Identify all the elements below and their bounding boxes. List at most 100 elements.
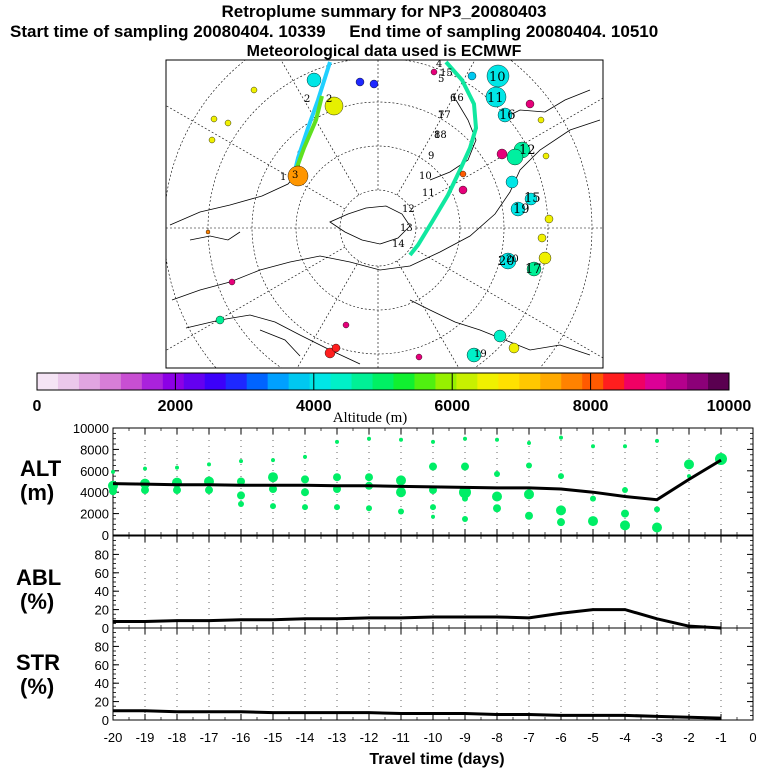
altitude-scatter-point bbox=[588, 516, 598, 527]
series-line bbox=[113, 709, 722, 720]
trajectory-segment bbox=[294, 95, 324, 171]
altitude-scatter-point bbox=[335, 439, 339, 444]
map-frame bbox=[165, 59, 604, 369]
trajectory-day-label: 13 bbox=[400, 223, 413, 234]
x-tick-label: -9 bbox=[459, 730, 471, 745]
colorbar-swatch bbox=[372, 373, 394, 390]
altitude-scatter-point bbox=[271, 458, 275, 463]
meridian-line bbox=[396, 60, 476, 196]
cluster-circle bbox=[525, 99, 535, 109]
altitude-scatter-point bbox=[621, 509, 629, 518]
trajectory-day-label: 1 bbox=[280, 172, 286, 183]
x-tick-label: -8 bbox=[491, 730, 503, 745]
colorbar-swatch bbox=[351, 373, 374, 390]
x-tick-label: -3 bbox=[651, 730, 663, 745]
y-tick-label: 8000 bbox=[80, 442, 109, 457]
colorbar-swatch bbox=[561, 373, 583, 390]
altitude-scatter-point bbox=[654, 506, 660, 513]
x-tick-label: -17 bbox=[200, 730, 219, 745]
cluster-label: 11 bbox=[487, 91, 504, 106]
colorbar-tick-label: 6000 bbox=[434, 398, 470, 415]
altitude-scatter-point bbox=[459, 486, 471, 499]
cluster-circle bbox=[497, 107, 513, 123]
meridian-line bbox=[410, 246, 603, 359]
altitude-scatter-point bbox=[495, 437, 499, 442]
colorbar-swatch bbox=[183, 373, 206, 390]
trajectory-day-label: 9 bbox=[428, 151, 434, 162]
altitude-scatter-point bbox=[141, 486, 149, 495]
colorbar-swatch bbox=[204, 373, 227, 390]
altitude-scatter-point bbox=[301, 488, 309, 497]
y-tick-label: 4000 bbox=[80, 485, 109, 500]
altitude-colorbar: 0 2000 4000 6000 8000 10000 bbox=[33, 372, 751, 415]
cluster-circle bbox=[306, 72, 322, 88]
cluster-circle bbox=[355, 77, 365, 87]
trajectory-day-label: 10 bbox=[419, 171, 432, 182]
cluster-circle bbox=[208, 136, 216, 144]
altitude-scatter-point bbox=[173, 486, 181, 495]
y-tick-label: 20 bbox=[95, 695, 109, 710]
trajectory-day-label: 6 bbox=[450, 93, 456, 104]
x-tick-label: -4 bbox=[619, 730, 631, 745]
cluster-circle bbox=[506, 148, 524, 166]
y-tick-label: 40 bbox=[95, 676, 109, 691]
x-tick-label: 0 bbox=[749, 730, 756, 745]
colorbar-swatch bbox=[99, 373, 122, 390]
cluster-circle bbox=[228, 278, 236, 286]
page-title: Retroplume summary for NP3_20080403 bbox=[221, 2, 547, 21]
x-tick-label: -16 bbox=[232, 730, 251, 745]
met-data-note: Meteorological data used is ECMWF bbox=[246, 43, 522, 60]
altitude-scatter-point bbox=[652, 522, 662, 533]
map-grid: 12 23456789101112131415161718192010111215… bbox=[166, 60, 603, 368]
x-tick-label: -5 bbox=[587, 730, 599, 745]
x-tick-label: -7 bbox=[523, 730, 535, 745]
x-tick-label: -2 bbox=[683, 730, 695, 745]
altitude-scatter-point bbox=[333, 473, 341, 482]
altitude-scatter-point bbox=[461, 462, 469, 471]
altitude-scatter-point bbox=[396, 475, 406, 486]
x-tick-label: -11 bbox=[392, 730, 410, 745]
trajectory-day-label: 15 bbox=[440, 68, 453, 79]
altitude-scatter-point bbox=[622, 487, 628, 494]
colorbar-tick-label: 2000 bbox=[158, 398, 194, 415]
colorbar-swatch bbox=[414, 373, 436, 390]
time-series-panels: 0 2000 4000 6000 8000 10000 0 20 40 60 80 0 20 40 60 80… bbox=[73, 421, 757, 745]
colorbar-swatch bbox=[162, 373, 185, 390]
cluster-circle bbox=[224, 119, 232, 127]
colorbar-swatch bbox=[477, 373, 499, 390]
colorbar-swatch bbox=[225, 373, 248, 390]
colorbar-swatch bbox=[120, 373, 143, 390]
trajectory-day-label: 19 bbox=[474, 349, 487, 360]
trajectory-day-label: 2 bbox=[326, 94, 332, 105]
alt-label-line2: (m) bbox=[20, 480, 54, 505]
cluster-label: 15 bbox=[524, 191, 541, 206]
altitude-scatter-point bbox=[398, 508, 404, 515]
altitude-scatter-point bbox=[239, 459, 243, 464]
altitude-scatter-point bbox=[207, 462, 211, 467]
trajectory-segment bbox=[408, 60, 479, 257]
x-tick-label: -18 bbox=[168, 730, 187, 745]
y-tick-label: 80 bbox=[95, 639, 109, 654]
cluster-circle bbox=[524, 192, 538, 206]
colorbar-swatch bbox=[141, 373, 164, 390]
trajectory-day-label: 18 bbox=[434, 130, 447, 141]
y-tick-label: 60 bbox=[95, 658, 109, 673]
x-tick-label: -6 bbox=[555, 730, 567, 745]
altitude-scatter-point bbox=[527, 440, 531, 445]
cluster-label: 19 bbox=[513, 202, 530, 217]
cluster-circle bbox=[537, 116, 545, 124]
x-tick-label: -20 bbox=[104, 730, 123, 745]
trajectory-day-label: 2 bbox=[304, 94, 310, 105]
colorbar-swatch bbox=[288, 373, 311, 390]
colorbar-swatch bbox=[456, 373, 478, 390]
str-label-line2: (%) bbox=[20, 674, 54, 699]
cluster-circle bbox=[467, 71, 477, 81]
y-tick-label: 40 bbox=[95, 584, 109, 599]
cluster-circle bbox=[250, 86, 258, 94]
altitude-scatter-point bbox=[492, 491, 502, 502]
cluster-circle bbox=[369, 79, 379, 89]
colorbar-swatch bbox=[645, 373, 667, 390]
altitude-scatter-point bbox=[268, 472, 278, 483]
altitude-scatter-point bbox=[462, 515, 468, 522]
cluster-label: 12 bbox=[519, 143, 536, 158]
